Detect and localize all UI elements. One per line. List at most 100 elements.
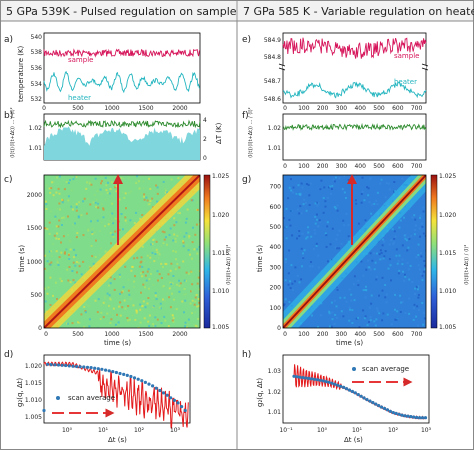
scan-average-point (347, 388, 352, 392)
right-column-title: 7 GPa 585 K - Variable regulation on hea… (243, 5, 474, 18)
heatmap-cell (143, 317, 146, 320)
scan-average-point (93, 366, 97, 370)
heatmap-cell (61, 198, 63, 201)
heatmap-cell (50, 261, 53, 264)
panel-b-ylabel-left: ⟨I(t)⟩⟨I(t+Δt)⟩ ... / ⟨I⟩² (10, 107, 16, 158)
heatmap-cell (60, 280, 63, 283)
heatmap-cell (57, 238, 60, 240)
heatmap-cell (373, 252, 376, 255)
heatmap-cell (88, 325, 91, 328)
heatmap-cell (289, 287, 292, 290)
heatmap-cell (148, 203, 151, 206)
heatmap-cell (62, 235, 65, 238)
heatmap-cell (413, 214, 416, 217)
heatmap-cell (401, 177, 404, 180)
heatmap-cell (407, 246, 410, 249)
c-xtick-1000: 1000 (104, 331, 119, 338)
g-ytick-500: 500 (270, 224, 282, 231)
scan-average-point (420, 416, 425, 420)
heatmap-cell (118, 275, 121, 278)
heatmap-cell (314, 222, 317, 225)
scan-average-point (64, 363, 68, 368)
heatmap-cell (125, 222, 128, 225)
series-sample-line (43, 48, 201, 58)
heatmap-cell (311, 314, 313, 317)
heatmap-cell (164, 187, 167, 190)
heatmap-cell (94, 299, 97, 302)
axis-break-marks (278, 63, 429, 71)
heatmap-cell (153, 238, 156, 241)
g-cbar-1.015: 1.015 (439, 250, 456, 257)
heatmap-cell (285, 226, 288, 229)
scan-average-point (383, 406, 387, 411)
heatmap-cell (111, 212, 114, 215)
heatmap-cell (54, 281, 57, 284)
heatmap-cell (68, 239, 71, 242)
heatmap-cell (156, 200, 159, 203)
heatmap-cell (161, 266, 164, 268)
heatmap-cell (370, 294, 373, 297)
heatmap-cell (124, 216, 127, 219)
heatmap-cell (186, 323, 189, 326)
heatmap-cell (85, 212, 88, 215)
heatmap-cell (118, 198, 121, 201)
heatmap-cell (335, 238, 338, 241)
heatmap-cell (58, 175, 61, 178)
heatmap-cell (395, 254, 398, 257)
heatmap-cell (401, 301, 404, 304)
d-xtick-1e0: 10⁰ (62, 427, 73, 434)
panel-c-cbar-label: ⟨I(t)I(t+Δt)⟩ / ⟨I⟩² (226, 245, 232, 285)
heatmap-cell (83, 305, 86, 308)
heatmap-cell (422, 206, 425, 209)
heatmap-cell (422, 270, 425, 273)
heatmap-cell (175, 308, 178, 311)
heatmap-cell (184, 221, 187, 224)
series-deltaT-area (44, 126, 200, 160)
scan-average-point (403, 414, 407, 418)
heatmap-cell (117, 321, 120, 324)
heatmap-cell (169, 227, 172, 230)
g-ytick-700: 700 (270, 184, 282, 191)
heatmap-cell (300, 278, 303, 281)
heatmap-cell (347, 179, 350, 181)
scan-average-point (397, 412, 401, 416)
heatmap-cell (171, 292, 173, 295)
heatmap-cell (90, 244, 93, 247)
heatmap-cell (404, 275, 407, 278)
heatmap-cell (164, 319, 167, 322)
heatmap-cell (128, 318, 131, 321)
heatmap-cell (160, 322, 163, 325)
scan-average-point (82, 365, 86, 369)
heatmap-cell (369, 319, 372, 322)
heatmap-cell (148, 278, 151, 280)
heatmap-cell (300, 212, 303, 215)
heatmap-cell (414, 287, 417, 290)
heatmap-cell (352, 179, 355, 182)
heatmap-cell (62, 216, 65, 219)
heatmap-cell (375, 199, 378, 202)
heatmap-cell (135, 211, 137, 214)
f-xtick-500: 500 (373, 163, 385, 170)
b-ytick-1.01: 1.01 (29, 145, 43, 152)
heatmap-cell (122, 228, 124, 231)
heatmap-cell (420, 255, 423, 258)
heatmap-cell (83, 326, 86, 328)
heatmap-cell (90, 220, 92, 223)
heatmap-cell (59, 277, 62, 280)
heatmap-cell (108, 192, 111, 195)
heatmap-cell (404, 234, 407, 236)
heatmap-cell (178, 290, 181, 293)
heatmap-cell (48, 232, 51, 235)
heatmap-cell (55, 191, 58, 194)
heatmap-cell (139, 321, 142, 324)
heatmap-cell (143, 260, 146, 263)
heatmap-cell (170, 283, 173, 285)
heatmap-cell (56, 232, 59, 235)
heatmap-cell (375, 278, 378, 281)
heatmap-cell (45, 184, 48, 187)
heatmap-cell (350, 299, 353, 302)
heatmap-cell (99, 188, 102, 191)
heatmap-cell (172, 239, 175, 242)
scan-average-point (161, 391, 166, 395)
heatmap-cell (123, 299, 126, 302)
